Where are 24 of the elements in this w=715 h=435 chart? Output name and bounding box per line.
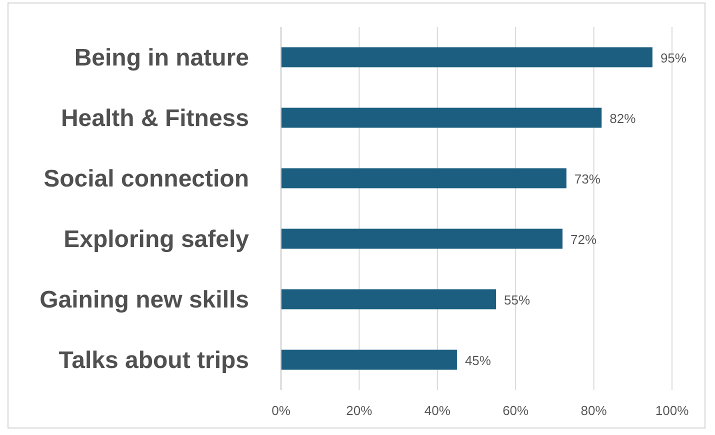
data-label: 82% [610, 110, 636, 126]
y-tick-label: Exploring safely [64, 226, 250, 253]
data-label: 45% [464, 352, 492, 368]
x-tick-label: 20% [346, 403, 373, 418]
bar [281, 108, 602, 128]
data-label: 73% [574, 171, 601, 186]
bar [281, 47, 652, 68]
data-label: 55% [504, 292, 531, 308]
data-label: 72% [570, 232, 597, 247]
x-tick-label: 80% [580, 403, 608, 418]
data-label: 95% [660, 50, 687, 66]
y-tick-label: Being in nature [74, 44, 249, 72]
x-tick-label: 0% [272, 403, 291, 418]
y-tick-label: Talks about trips [58, 346, 249, 374]
bar [281, 168, 566, 188]
y-tick-label: Health & Fitness [60, 104, 249, 132]
x-tick-label: 40% [424, 403, 451, 418]
bar [281, 350, 457, 370]
bar [281, 289, 496, 310]
bar [281, 228, 563, 249]
x-tick-label: 60% [502, 403, 530, 418]
y-tick-label: Gaining new skills [40, 286, 249, 314]
y-tick-label: Social connection [44, 165, 249, 192]
x-tick-label: 100% [655, 403, 690, 418]
